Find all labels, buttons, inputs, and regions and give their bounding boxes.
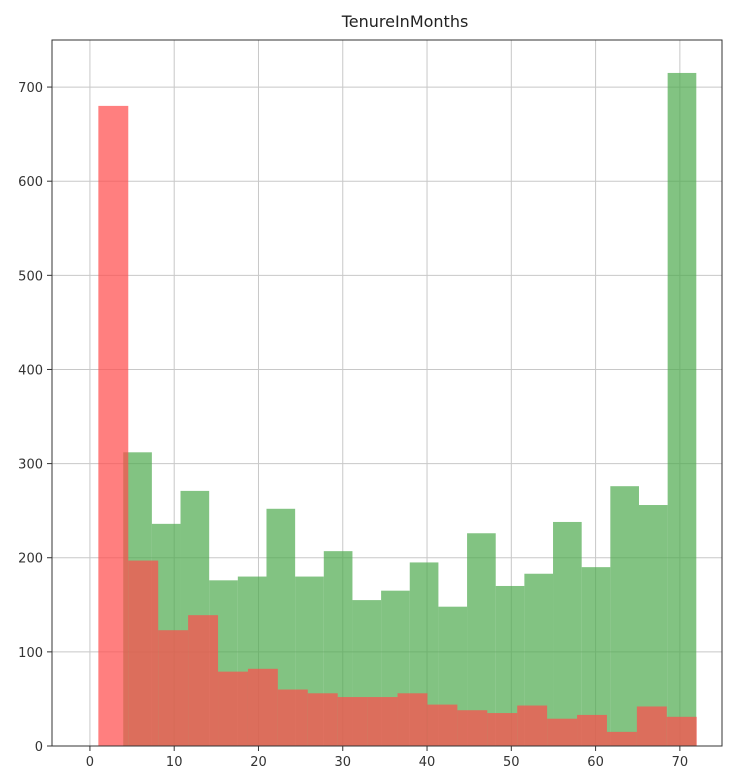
histogram-bar-series-2 [188, 615, 219, 746]
histogram-bar-series-2 [517, 705, 548, 746]
bars [98, 72, 697, 747]
x-tick-label: 10 [166, 755, 183, 769]
histogram-bar-series-2 [397, 693, 428, 746]
histogram-bar-series-2 [457, 710, 488, 746]
histogram-bar-series-1 [638, 505, 668, 746]
y-tick-label: 600 [18, 175, 43, 190]
x-tick-label: 70 [672, 755, 689, 769]
histogram-bar-series-2 [158, 630, 189, 746]
y-tick-label: 300 [18, 458, 43, 473]
histogram-bar-series-2 [277, 689, 308, 746]
histogram-bar-series-1 [610, 486, 639, 746]
histogram-bar-series-1 [553, 521, 582, 746]
histogram-bar-series-2 [666, 716, 697, 746]
x-tick-label: 50 [503, 755, 520, 769]
histogram-bar-series-2 [218, 671, 248, 746]
y-tick-label: 500 [18, 269, 43, 284]
histogram-bar-series-2 [128, 560, 159, 746]
histogram-bar-series-2 [487, 713, 518, 746]
y-tick-label: 0 [35, 740, 43, 755]
y-tick-label: 400 [18, 363, 43, 378]
x-tick-label: 40 [419, 755, 436, 769]
histogram-bar-series-2 [307, 693, 338, 746]
histogram-bar-series-2 [636, 706, 667, 746]
histogram-bar-series-2 [606, 731, 637, 746]
y-tick-label: 700 [18, 81, 43, 96]
histogram-bar-series-2 [547, 718, 578, 746]
histogram-bar-series-2 [98, 105, 129, 747]
x-tick-label: 60 [587, 755, 604, 769]
histogram-bar-series-2 [337, 697, 368, 746]
histogram-bar-series-2 [247, 668, 278, 746]
histogram-bar-series-2 [577, 714, 607, 746]
x-tick-label: 30 [334, 755, 351, 769]
y-tick-label: 100 [18, 646, 43, 661]
y-tick-label: 200 [18, 552, 43, 567]
x-tick-label: 0 [86, 755, 94, 769]
histogram-bar-series-2 [367, 697, 398, 746]
histogram-bar-series-1 [667, 72, 697, 747]
chart-title: TenureInMonths [341, 12, 469, 31]
plot-frame [51, 39, 723, 747]
x-tick-label: 20 [250, 755, 267, 769]
histogram-bar-series-2 [427, 704, 458, 746]
